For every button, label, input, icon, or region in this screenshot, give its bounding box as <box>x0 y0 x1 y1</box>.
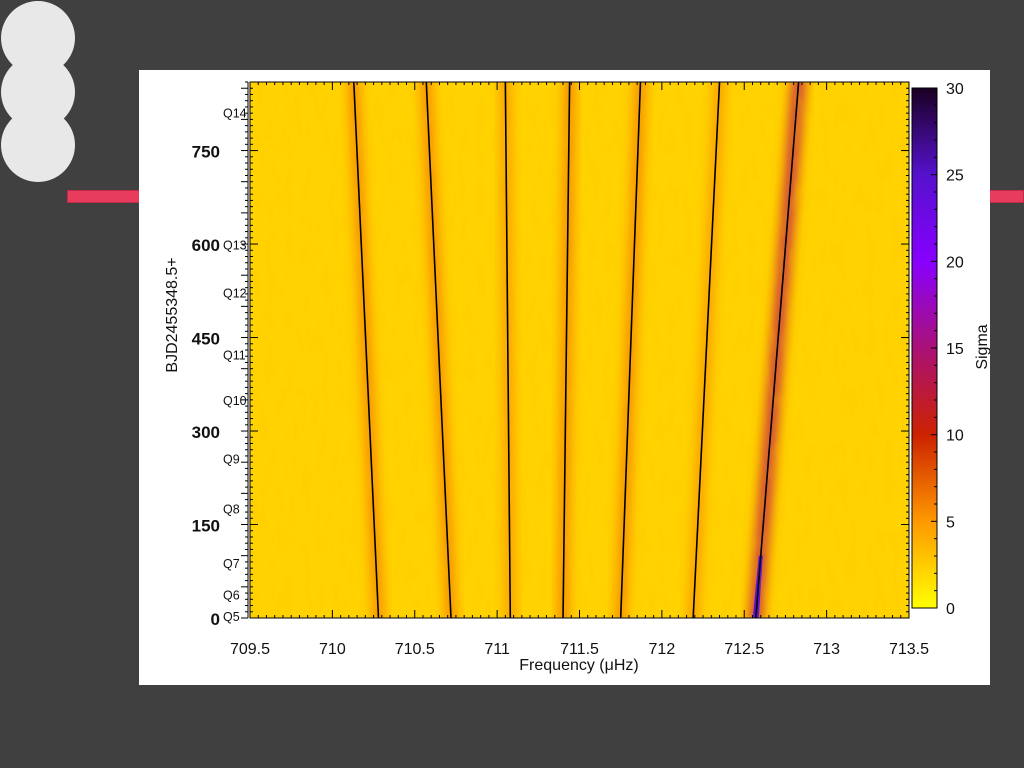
track-line-7 <box>754 82 800 618</box>
quarter-label: Q14 <box>223 107 247 121</box>
x-tick-label: 711 <box>484 641 510 658</box>
frequency-tracks <box>352 82 800 618</box>
track-line-5 <box>619 82 642 618</box>
y-axis-label: BJD2455348.5+ <box>164 257 181 372</box>
x-tick-label: 712 <box>649 641 676 658</box>
quarter-label: Q13 <box>223 239 247 253</box>
accent-bar-right <box>985 190 1024 203</box>
quarter-label: Q12 <box>223 287 247 301</box>
colorbar: 0 5 10 15 20 25 30 <box>911 81 964 618</box>
x-tick-label: 713.5 <box>889 641 929 658</box>
y-tick-label: 150 <box>192 517 220 536</box>
quarter-label: Q5 <box>223 610 240 624</box>
x-tick-label: 711.5 <box>560 641 599 658</box>
colorbar-tick-label: 5 <box>946 514 955 531</box>
colorbar-tick-label: 0 <box>946 601 955 618</box>
y-tick-label: 600 <box>192 236 220 255</box>
quarter-label: Q11 <box>223 348 246 362</box>
colorbar-tick-label: 15 <box>946 341 964 358</box>
heatmap-chart: 709.5 710 710.5 711 711.5 712 712.5 713 713.5 0 1… <box>164 81 990 674</box>
quarter-label: Q9 <box>223 452 240 466</box>
texture-rect <box>250 82 909 618</box>
decor-circle-bottom <box>1 108 75 182</box>
track-line-4 <box>562 82 571 618</box>
y-tick-label: 0 <box>211 610 220 629</box>
y-tick-label: 750 <box>192 143 220 162</box>
x-tick-label: 712.5 <box>724 641 764 658</box>
track-line-2 <box>425 82 452 618</box>
x-tick-label: 713 <box>813 641 840 658</box>
x-tick-label: 710 <box>319 641 346 658</box>
figure-card: 709.5 710 710.5 711 711.5 712 712.5 713 713.5 0 1… <box>139 70 990 685</box>
colorbar-tick-label: 10 <box>946 428 964 445</box>
quarter-label: Q7 <box>223 557 240 571</box>
quarter-label: Q6 <box>223 588 240 602</box>
colorbar-tick-label: 30 <box>946 81 964 98</box>
x-axis-label: Frequency (μHz) <box>519 657 638 674</box>
track-line-6 <box>692 82 721 618</box>
x-axis: 709.5 710 710.5 711 711.5 712 712.5 713 713.5 <box>230 82 929 658</box>
quarter-label: Q8 <box>223 502 240 516</box>
x-tick-label: 709.5 <box>230 641 270 658</box>
colorbar-tick-label: 25 <box>946 168 964 185</box>
y-tick-label: 300 <box>192 423 220 442</box>
accent-bar-left <box>67 190 147 203</box>
colorbar-label: Sigma <box>974 324 990 369</box>
track-line-3 <box>504 82 512 618</box>
y-tick-label: 450 <box>192 330 220 349</box>
colorbar-tick-label: 20 <box>946 254 964 271</box>
heatmap-texture <box>250 82 909 618</box>
quarter-label: Q10 <box>223 394 247 408</box>
y-axis: 0 150 300 450 600 750 <box>192 81 909 629</box>
quarter-labels: Q5 Q6 Q7 Q8 Q9 Q10 Q11 Q12 Q13 Q14 <box>223 107 247 625</box>
track-line-1 <box>352 82 380 618</box>
x-tick-label: 710.5 <box>395 641 435 658</box>
